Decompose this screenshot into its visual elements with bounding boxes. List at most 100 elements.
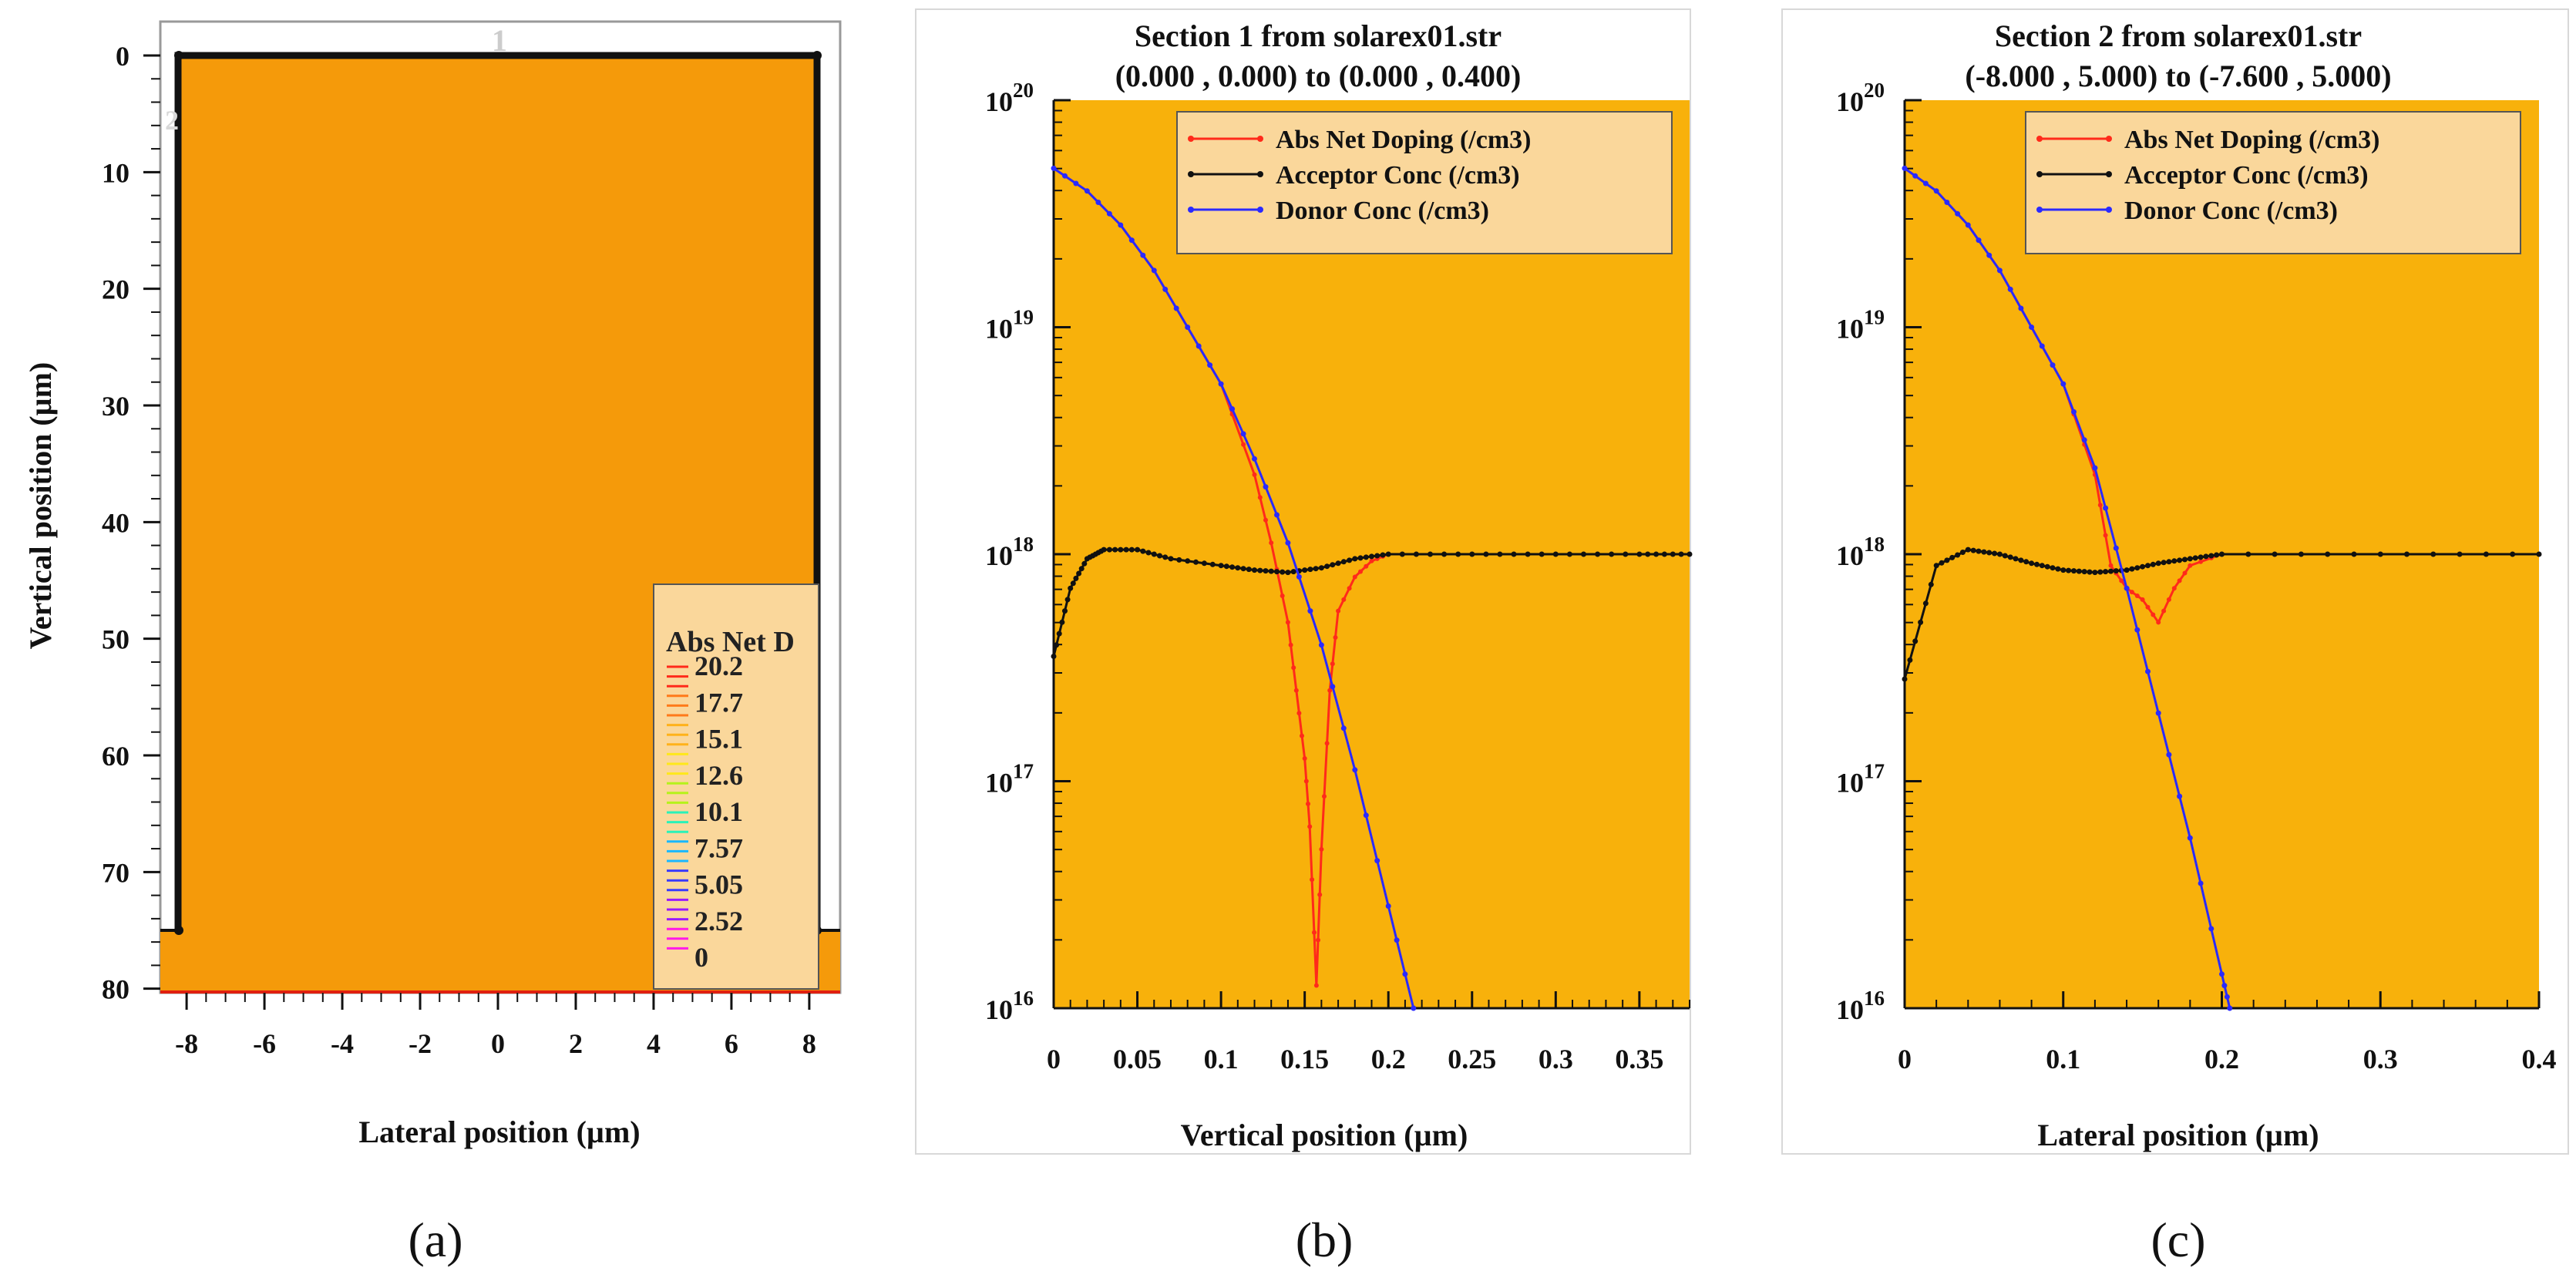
series-point-acceptor	[1235, 565, 1241, 571]
a-xtick-label: 8	[802, 1028, 816, 1059]
series-point-donor	[2224, 994, 2230, 1000]
colorbar-label: 12.6	[694, 760, 743, 791]
series-point-donor	[1912, 173, 1919, 179]
series-point-donor	[2124, 585, 2130, 591]
series-point-acceptor	[1068, 585, 1074, 591]
series-point-donor	[2187, 835, 2193, 841]
xtick-label: 0	[1047, 1044, 1061, 1074]
panel-c-series	[1902, 165, 2542, 1011]
colorbar-box	[653, 583, 819, 990]
series-point-abs	[1322, 794, 1327, 799]
series-point-acceptor	[2155, 560, 2161, 567]
series-point-abs	[2198, 559, 2204, 564]
panel-a-caption: (a)	[408, 1212, 462, 1267]
series-point-acceptor	[2081, 569, 2087, 575]
panel-c-legend-box	[2025, 111, 2521, 254]
a-ytick-label: 70	[102, 857, 129, 888]
colorbar-label: 17.7	[694, 687, 743, 718]
series-point-acceptor	[1511, 551, 1517, 557]
series-point-donor	[2145, 668, 2151, 674]
series-point-acceptor	[2023, 559, 2030, 565]
xtick-label: 0.25	[1448, 1044, 1496, 1074]
series-point-donor	[1976, 237, 1982, 244]
series-point-abs	[1324, 741, 1330, 746]
legend-marker	[2106, 171, 2112, 177]
a-xtick-label: -8	[175, 1028, 198, 1059]
panel-b-frame	[915, 8, 1691, 1155]
series-point-acceptor	[1145, 550, 1152, 556]
ytick-label: 1019	[1836, 306, 1885, 345]
colorbar-label: 2.52	[694, 906, 743, 937]
series-point-donor	[1330, 684, 1336, 690]
a-xtick-label: 6	[725, 1028, 738, 1059]
series-point-abs	[2177, 578, 2182, 583]
colorbar: 20.2 17.7 15.1 12.6 10.1 7.57 5.05 2.52 0	[667, 651, 743, 973]
series-point-donor	[1162, 286, 1169, 292]
series-point-acceptor	[1140, 548, 1146, 554]
series-point-donor	[1252, 456, 1257, 462]
series-point-acceptor	[1918, 619, 1924, 625]
series-line-donor	[1904, 167, 2231, 1009]
panel-c-subtitle: (-8.000 , 5.000) to (-7.600 , 5.000)	[1965, 59, 2391, 93]
series-point-donor	[1073, 180, 1079, 187]
series-point-abs	[1330, 661, 1335, 667]
panel-c-title: Section 2 from solarex01.str	[1995, 18, 2362, 53]
series-point-acceptor	[1949, 554, 1956, 560]
ytick-label: 1016	[1836, 987, 1885, 1025]
series-point-acceptor	[2097, 569, 2104, 575]
series-point-acceptor	[2076, 568, 2082, 574]
series-point-acceptor	[2203, 553, 2209, 560]
panel-c: Section 2 from solarex01.str (-8.000 , 5…	[1781, 8, 2569, 1267]
legend-marker	[1188, 171, 1194, 177]
series-point-acceptor	[2177, 557, 2183, 563]
series-point-acceptor	[1996, 551, 2003, 557]
series-point-abs	[1303, 779, 1309, 784]
series-point-abs	[1313, 983, 1319, 988]
series-point-donor	[1151, 267, 1157, 274]
substrate-band-right	[816, 930, 840, 993]
series-point-acceptor	[1268, 568, 1274, 574]
series-point-acceptor	[1970, 547, 1976, 553]
xtick-label: 0	[1898, 1044, 1912, 1074]
series-point-acceptor	[1157, 553, 1162, 559]
device-corner-marker	[812, 51, 822, 60]
series-point-acceptor	[1076, 570, 1082, 577]
colorbar-label: 10.1	[694, 796, 743, 827]
series-point-donor	[2081, 437, 2087, 443]
legend-marker	[1257, 207, 1263, 213]
panel-c-xlabel: Lateral position (µm)	[2037, 1118, 2319, 1152]
series-point-acceptor	[1928, 581, 1934, 587]
series-point-donor	[2113, 545, 2119, 551]
legend-label: Acceptor Conc (/cm3)	[1276, 161, 1520, 190]
series-point-acceptor	[2219, 551, 2225, 557]
series-point-acceptor	[1118, 546, 1124, 553]
series-point-acceptor	[1552, 551, 1559, 557]
series-point-donor	[2219, 971, 2225, 977]
panel-b-series	[1051, 165, 1693, 1011]
series-point-acceptor	[1135, 546, 1141, 553]
series-point-abs	[2188, 563, 2193, 568]
a-xtick-label: -4	[331, 1028, 354, 1059]
series-point-acceptor	[1229, 564, 1236, 570]
series-point-donor	[1996, 267, 2003, 274]
series-point-acceptor	[2404, 551, 2410, 557]
series-point-abs	[1285, 620, 1290, 625]
series-point-acceptor	[1201, 560, 1207, 567]
legend-label: Abs Net Doping (/cm3)	[2124, 126, 2379, 154]
series-point-abs	[1312, 930, 1317, 935]
series-point-donor	[1902, 165, 1908, 171]
series-point-acceptor	[1455, 551, 1461, 557]
series-point-abs	[1252, 472, 1257, 477]
series-point-acceptor	[1078, 566, 1085, 572]
series-point-abs	[1241, 442, 1246, 447]
panel-b-subtitle: (0.000 , 0.000) to (0.000 , 0.400)	[1115, 59, 1522, 93]
series-point-acceptor	[2536, 551, 2542, 557]
series-point-acceptor	[1307, 567, 1313, 573]
series-point-donor	[2071, 409, 2077, 415]
series-point-acceptor	[2071, 568, 2077, 574]
series-point-acceptor	[2171, 558, 2177, 564]
series-point-acceptor	[1257, 567, 1263, 573]
series-point-acceptor	[1581, 551, 1586, 557]
legend-marker	[2036, 171, 2043, 177]
series-point-abs	[1358, 569, 1363, 574]
